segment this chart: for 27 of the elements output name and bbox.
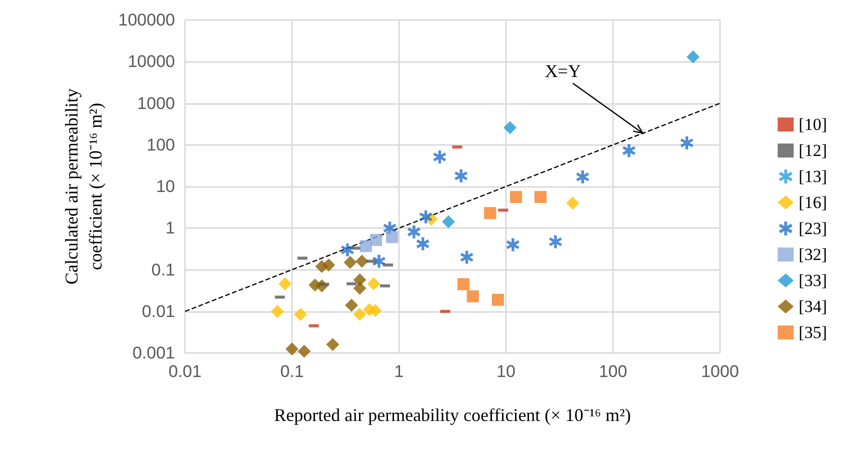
x-tick-label: 1000 (701, 362, 739, 381)
legend-label: [16] (798, 193, 828, 212)
y-axis-title: Calculated air permeability coefficient (× 10⁻¹⁶ m²) (61, 88, 106, 284)
x-tick-label: 0.1 (280, 362, 304, 381)
legend-label: [10] (798, 115, 828, 134)
y-tick-label: 0.001 (132, 344, 175, 362)
x-tick-label: 100 (598, 362, 628, 381)
y-tick-label: 10000 (128, 52, 175, 72)
x-tick-label: 1 (394, 362, 404, 381)
y-tick-label: 0.01 (142, 302, 175, 321)
legend-label: [32] (798, 245, 828, 264)
y-tick-label: 100 (146, 135, 175, 154)
x-tick-label: 10 (496, 362, 516, 381)
y-tick-label: 1000 (137, 94, 175, 113)
x-axis-title: Reported air permeability coefficient (× 10⁻¹⁶ m²) (274, 405, 631, 425)
legend-label: [34] (798, 297, 828, 316)
y-tick-label: 100000 (118, 10, 175, 30)
annotation: X=Y (544, 61, 581, 82)
y-tick-label: 0.1 (151, 260, 175, 280)
legend-label: [35] (798, 323, 828, 342)
x-tick-label: 0.01 (168, 362, 202, 381)
legend-label: [12] (798, 141, 828, 160)
y-tick-label: 1 (166, 218, 175, 238)
y-tick-label: 10 (156, 177, 175, 196)
legend-label: [13] (798, 167, 828, 186)
legend-label: [33] (798, 271, 828, 290)
legend-label: [23] (798, 219, 828, 238)
